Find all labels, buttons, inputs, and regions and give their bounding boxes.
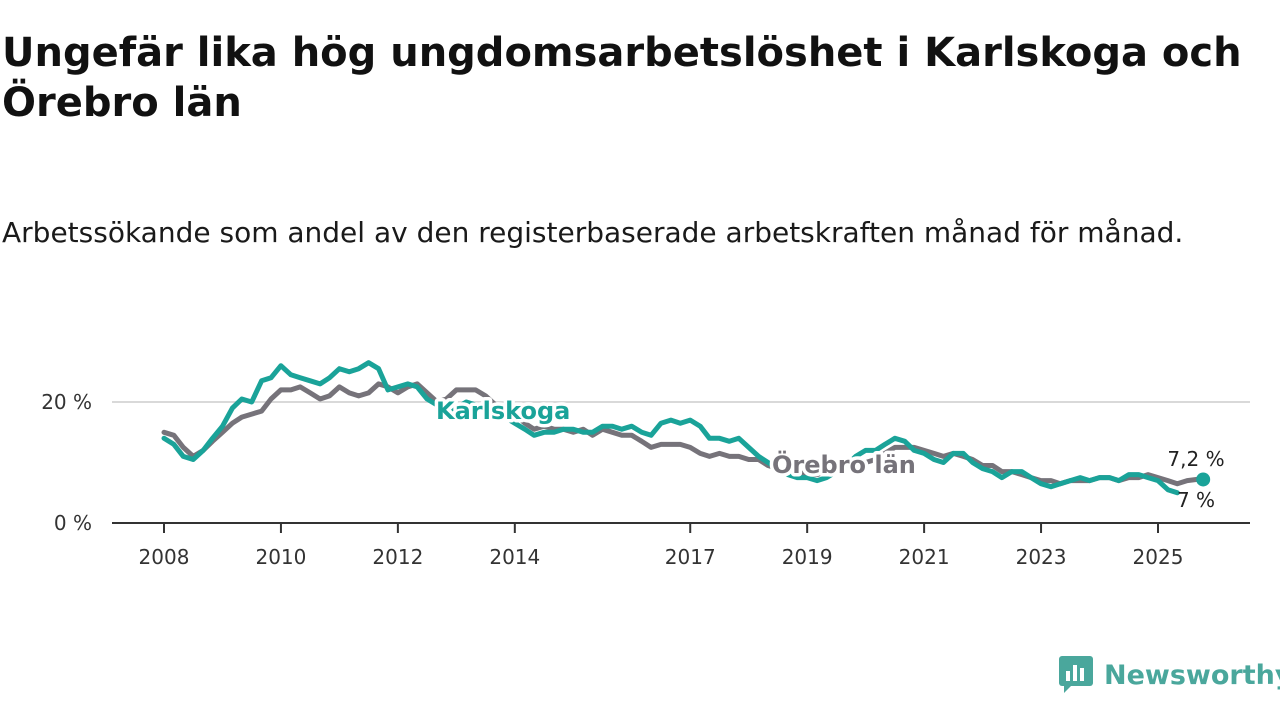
chart-title: Ungefär lika hög ungdomsarbetslöshet i K… bbox=[2, 30, 1242, 126]
y-tick-label-0: 0 % bbox=[54, 511, 92, 535]
brand-name: Newsworthy bbox=[1104, 659, 1280, 691]
x-tick-label-6: 2021 bbox=[899, 545, 950, 569]
end-label-orebro-lan: 7,2 % bbox=[1167, 447, 1224, 471]
chart-subtitle: Arbetssökande som andel av den registerb… bbox=[2, 216, 1184, 249]
x-tick-label-7: 2023 bbox=[1016, 545, 1067, 569]
y-tick-label-1: 20 % bbox=[41, 390, 92, 414]
newsworthy-logo: Newsworthy bbox=[1058, 654, 1280, 696]
series-line--rebro-l-n bbox=[161, 381, 1200, 487]
series-label-orebro-lan: Örebro län bbox=[772, 449, 916, 479]
series-lines bbox=[161, 360, 1200, 496]
end-point-marker bbox=[1196, 472, 1211, 487]
end-label-karlskoga: 7 % bbox=[1177, 488, 1215, 512]
x-tick-label-5: 2019 bbox=[782, 545, 833, 569]
newsworthy-chat-bars-icon bbox=[1059, 656, 1093, 693]
series-label-karlskoga: Karlskoga bbox=[436, 397, 570, 425]
x-tick-label-4: 2017 bbox=[665, 545, 716, 569]
x-tick-label-1: 2010 bbox=[255, 545, 306, 569]
axes: 0 % 20 % 2008 2010 2012 2014 2017 2019 2021 2023 2… bbox=[41, 390, 1250, 569]
x-tick-label-0: 2008 bbox=[139, 545, 190, 569]
series-line-karlskoga bbox=[161, 360, 1180, 496]
x-tick-label-8: 2025 bbox=[1133, 545, 1184, 569]
series-label-orebro-lan-halo: Örebro län bbox=[772, 449, 916, 479]
x-tick-label-2: 2012 bbox=[372, 545, 423, 569]
series-label-karlskoga-halo: Karlskoga bbox=[436, 397, 570, 425]
x-tick-label-3: 2014 bbox=[489, 545, 540, 569]
